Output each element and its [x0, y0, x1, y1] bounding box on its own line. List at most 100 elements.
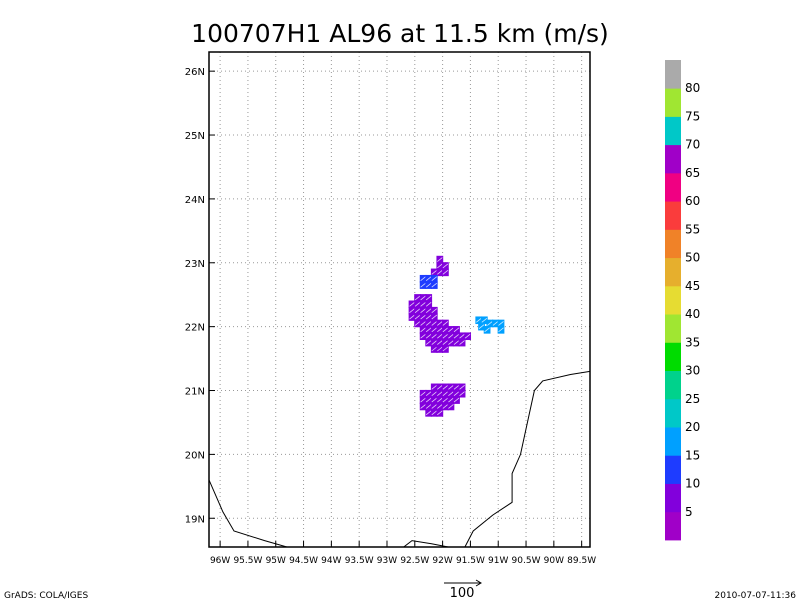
colorbar-swatch	[665, 455, 681, 484]
colorbar-swatch	[665, 342, 681, 371]
wind-vector	[448, 397, 454, 403]
wind-vector	[431, 314, 438, 320]
wind-vector	[448, 404, 454, 409]
x-tick-label: 93.5W	[345, 556, 374, 566]
wind-vector	[476, 317, 482, 323]
colorbar-label: 60	[685, 194, 700, 208]
wind-vector	[448, 385, 454, 390]
wind-vector	[459, 333, 465, 339]
wind-vector	[448, 391, 454, 397]
wind-vector	[425, 282, 432, 288]
colorbar-swatch	[665, 229, 681, 259]
wind-vector	[420, 308, 426, 313]
wind-vector	[442, 340, 449, 345]
wind-vector	[431, 327, 438, 333]
colorbar-swatch	[665, 285, 681, 315]
colorbar-label: 20	[685, 420, 700, 434]
colorbar-label: 25	[685, 392, 700, 406]
y-tick-label: 20N	[185, 450, 205, 461]
wind-vector	[437, 391, 443, 397]
wind-vector	[498, 321, 504, 326]
colorbar-swatch	[665, 483, 681, 513]
wind-vector	[414, 295, 421, 301]
wind-vector	[453, 397, 460, 403]
y-tick-label: 24N	[185, 195, 205, 206]
colorbar-swatch	[665, 511, 681, 541]
wind-vector	[437, 397, 443, 403]
wind-vector	[414, 301, 421, 307]
x-tick-label: 91W	[488, 556, 508, 566]
vector-legend-label: 100	[450, 586, 475, 600]
wind-vector	[437, 321, 443, 326]
wind-vector	[431, 410, 438, 416]
wind-vector	[420, 397, 426, 403]
wind-vector	[425, 276, 432, 282]
wind-vector	[425, 391, 432, 397]
wind-vector	[420, 295, 426, 301]
wind-vector	[442, 397, 449, 403]
wind-vector	[448, 340, 454, 345]
wind-field	[408, 255, 505, 417]
wind-vector	[437, 410, 443, 416]
coastline-segment-1	[403, 540, 449, 547]
colorbar-label: 40	[685, 307, 700, 321]
wind-vector	[431, 270, 438, 275]
wind-vector	[437, 333, 443, 339]
wind-vector	[478, 324, 485, 329]
wind-vector	[437, 404, 443, 409]
wind-vector	[442, 263, 449, 269]
wind-vector	[453, 327, 460, 333]
wind-vector	[453, 333, 460, 339]
colorbar-label: 70	[685, 138, 700, 152]
wind-vector	[437, 385, 443, 390]
wind-vector	[420, 327, 426, 333]
x-tick-label: 94.5W	[289, 556, 318, 566]
colorbar-label: 55	[685, 222, 700, 236]
wind-vector	[437, 346, 443, 352]
colorbar-swatch	[665, 60, 681, 89]
colorbar-label: 15	[685, 448, 700, 462]
wind-vector	[425, 295, 432, 301]
colorbar-swatch	[665, 144, 681, 174]
x-tick-label: 92.5W	[400, 556, 429, 566]
wind-vector	[442, 270, 449, 275]
footer-timestamp: 2010-07-07-11:36	[715, 591, 797, 600]
wind-vector	[420, 321, 426, 326]
colorbar-label: 65	[685, 166, 700, 180]
colorbar-label: 50	[685, 251, 700, 265]
y-tick-label: 26N	[185, 67, 205, 78]
wind-vector	[442, 346, 449, 352]
wind-vector	[442, 404, 449, 409]
colorbar-swatch	[665, 201, 681, 230]
wind-vector	[431, 321, 438, 326]
wind-vector	[498, 327, 504, 333]
wind-vector	[437, 327, 443, 333]
wind-vector	[425, 340, 432, 345]
wind-vector	[420, 333, 426, 339]
wind-vector	[448, 327, 454, 333]
wind-vector	[431, 276, 438, 282]
wind-vector	[431, 391, 438, 397]
wind-vector	[442, 321, 449, 326]
wind-vector	[442, 333, 449, 339]
wind-vector	[448, 333, 454, 339]
y-tick-label: 21N	[185, 387, 205, 398]
colorbar-swatch	[665, 88, 681, 117]
wind-vector	[425, 397, 432, 403]
y-tick-label: 22N	[185, 323, 205, 334]
x-tick-label: 95W	[266, 556, 286, 566]
colorbar-label: 30	[685, 364, 700, 378]
wind-vector	[414, 308, 421, 313]
y-tick-label: 19N	[185, 514, 205, 525]
wind-vector	[442, 327, 449, 333]
wind-vector	[414, 314, 421, 320]
colorbar-swatch	[665, 172, 681, 202]
wind-vector	[487, 321, 493, 326]
y-tick-label: 23N	[185, 259, 205, 270]
x-axis-ticks: 96W 95.5W 95W 94.5W 94W 93.5W 93W 92.5W 92W 91.5W…	[210, 541, 596, 566]
grid-lines	[209, 52, 590, 547]
wind-vector	[420, 276, 426, 282]
wind-vector	[437, 263, 443, 269]
colorbar-label: 80	[685, 81, 700, 95]
wind-vector	[431, 385, 438, 390]
